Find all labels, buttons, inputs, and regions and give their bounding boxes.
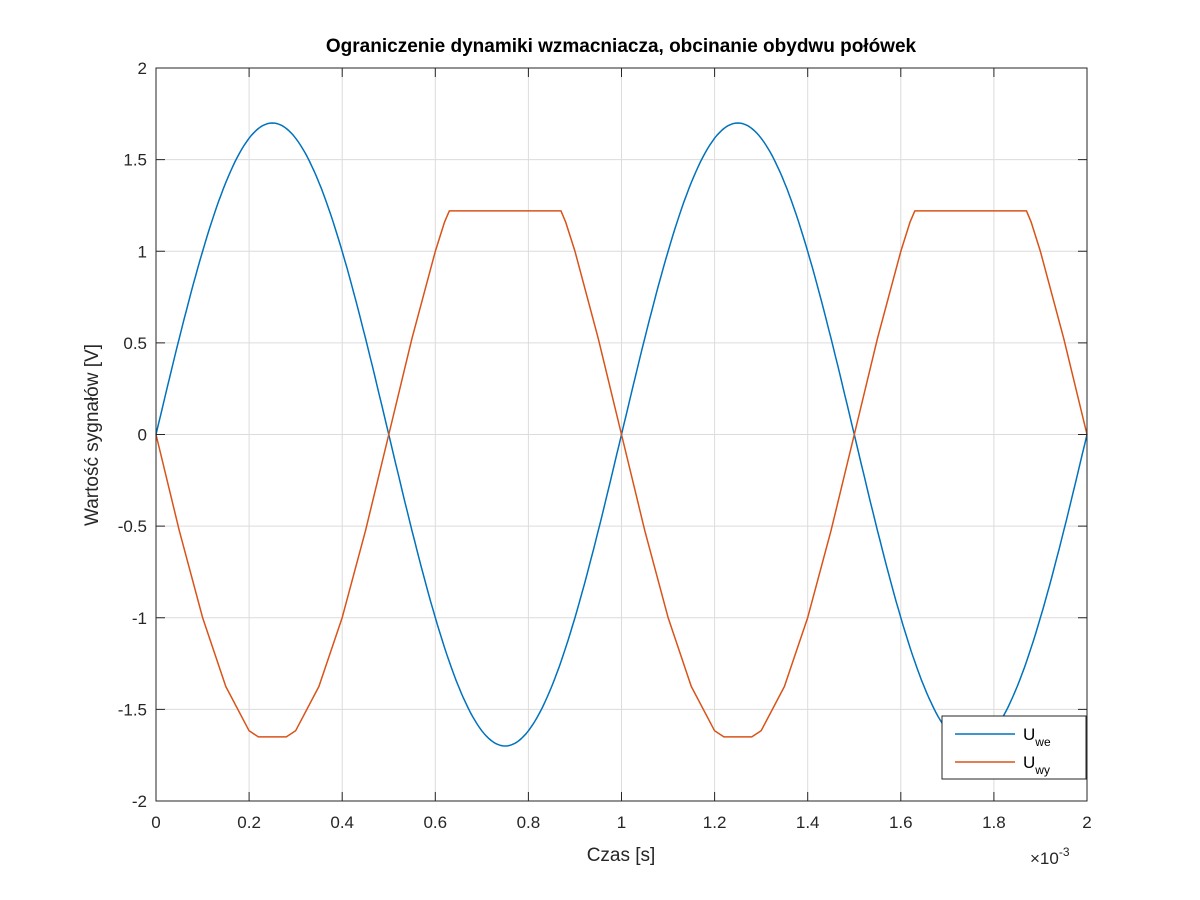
x-tick-label: 1: [617, 813, 626, 832]
x-tick-label: 0.2: [237, 813, 261, 832]
x-tick-label: 1.4: [796, 813, 820, 832]
x-tick-label: 0: [151, 813, 160, 832]
series-layer: [155, 122, 1088, 747]
legend-label-uwe: Uwe: [1023, 725, 1051, 749]
x-exponent: ×10-3: [1030, 845, 1070, 868]
y-tick-label: -0.5: [118, 517, 147, 536]
y-tick-label: 2: [138, 59, 147, 78]
y-tick-labels: 2 1.5 1 0.5 0 -0.5 -1 -1.5 -2: [118, 59, 147, 811]
x-tick-label: 1.2: [703, 813, 727, 832]
y-axis-label: Wartość sygnałów [V]: [82, 344, 103, 526]
y-tick-label: 0.5: [123, 334, 147, 353]
x-tick-label: 2: [1082, 813, 1091, 832]
y-tick-label: 1.5: [123, 151, 147, 170]
x-axis-label: Czas [s]: [587, 845, 656, 866]
legend-label-uwy: Uwy: [1023, 753, 1050, 777]
legend: Uwe Uwy: [941, 715, 1087, 780]
x-tick-label: 1.6: [889, 813, 913, 832]
x-exponent-power: -3: [1059, 845, 1070, 859]
legend-label-uwy-sub: wy: [1034, 763, 1050, 777]
x-tick-label: 1.8: [982, 813, 1006, 832]
y-tick-label: -1: [132, 609, 147, 628]
x-tick-label: 0.4: [330, 813, 354, 832]
y-tick-label: -2: [132, 792, 147, 811]
legend-label-uwy-main: U: [1023, 753, 1035, 772]
y-tick-label: 1: [138, 242, 147, 261]
x-exponent-base: ×10: [1030, 849, 1059, 868]
legend-box: [941, 715, 1087, 780]
x-tick-label: 0.8: [517, 813, 541, 832]
ticks: [155, 67, 1088, 802]
legend-label-uwe-main: U: [1023, 725, 1035, 744]
x-tick-label: 0.6: [423, 813, 447, 832]
x-tick-labels: 0 0.2 0.4 0.6 0.8 1 1.2 1.4 1.6 1.8 2: [151, 813, 1091, 832]
legend-label-uwe-sub: we: [1034, 735, 1051, 749]
y-tick-label: -1.5: [118, 700, 147, 719]
y-tick-label: 0: [138, 426, 147, 445]
chart-title: Ograniczenie dynamiki wzmacniacza, obcin…: [326, 36, 917, 57]
series-line-wy: [155, 210, 1088, 738]
